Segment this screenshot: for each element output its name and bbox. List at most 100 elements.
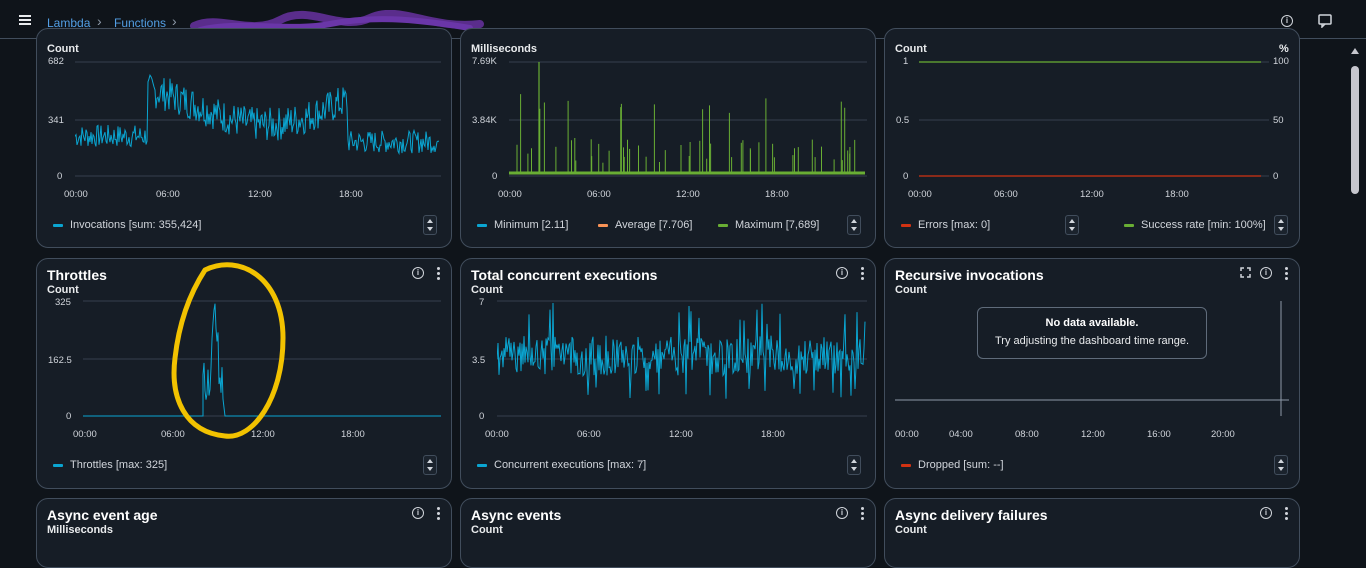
legend-swatch (477, 463, 487, 467)
breadcrumb-functions[interactable]: Functions (114, 16, 167, 30)
legend-scroll-stepper[interactable] (423, 455, 437, 475)
legend-scroll-stepper[interactable] (423, 215, 437, 235)
info-icon[interactable]: i (412, 507, 424, 519)
legend-swatch (598, 223, 608, 227)
widget-title: Async event age (47, 507, 158, 523)
y-tick: 0.5 (896, 115, 910, 126)
legend-scroll-stepper[interactable] (1274, 215, 1288, 235)
recursive-invocations-chart (895, 301, 1289, 416)
legend-scroll-stepper[interactable] (847, 455, 861, 475)
expand-icon[interactable] (1240, 267, 1251, 278)
legend-item[interactable]: Minimum [2.11] (477, 219, 568, 231)
more-actions-icon[interactable] (861, 267, 864, 282)
x-tick: 12:00 (1081, 429, 1105, 440)
legend-item[interactable]: Maximum [7,689] (718, 219, 819, 231)
legend-item[interactable]: Errors [max: 0] (901, 219, 990, 231)
x-tick: 18:00 (761, 429, 785, 440)
redaction-scribble (190, 10, 484, 33)
y-axis-unit: Count (471, 524, 503, 536)
legend-label: Concurrent executions [max: 7] (494, 459, 647, 471)
errors-widget: Count % 1 0.5 0 100 50 0 00:00 06:00 12:… (884, 28, 1300, 248)
scrollbar-thumb[interactable] (1351, 66, 1359, 194)
scroll-up-icon[interactable] (1351, 48, 1359, 54)
legend-item[interactable]: Throttles [max: 325] (53, 459, 167, 471)
info-icon[interactable]: i (1281, 15, 1293, 27)
legend-label: Average [7.706] (615, 219, 693, 231)
x-tick: 06:00 (161, 429, 185, 440)
legend-scroll-stepper[interactable] (847, 215, 861, 235)
legend-item[interactable]: Success rate [min: 100%] (1124, 219, 1266, 231)
legend-label: Minimum [2.11] (494, 219, 569, 231)
x-tick: 18:00 (765, 189, 789, 200)
x-tick: 00:00 (895, 429, 919, 440)
widget-title: Throttles (47, 267, 107, 283)
legend-item[interactable]: Invocations [sum: 355,424] (53, 219, 201, 231)
x-tick: 12:00 (251, 429, 275, 440)
x-tick: 00:00 (485, 429, 509, 440)
x-tick: 20:00 (1211, 429, 1235, 440)
legend-scroll-stepper[interactable] (1274, 455, 1288, 475)
x-tick: 00:00 (64, 189, 88, 200)
legend-label: Success rate [min: 100%] (1141, 219, 1266, 231)
no-data-title: No data available. (1045, 317, 1139, 329)
x-tick: 12:00 (248, 189, 272, 200)
concurrent-executions-chart (497, 300, 867, 417)
no-data-message: No data available. Try adjusting the das… (977, 307, 1207, 359)
info-icon[interactable]: i (1260, 507, 1272, 519)
legend-swatch (477, 223, 487, 227)
more-actions-icon[interactable] (1285, 267, 1288, 282)
legend-label: Errors [max: 0] (918, 219, 991, 231)
y-tick-right: 0 (1273, 171, 1279, 182)
page-scrollbar[interactable] (1348, 40, 1362, 542)
x-tick: 04:00 (949, 429, 973, 440)
y-tick: 7 (479, 297, 485, 308)
y-axis-unit: Count (47, 284, 79, 296)
legend-label: Throttles [max: 325] (70, 459, 168, 471)
widget-title: Async delivery failures (895, 507, 1048, 523)
y-axis-unit: Count (895, 43, 927, 55)
y-tick: 0 (57, 171, 63, 182)
more-actions-icon[interactable] (437, 267, 440, 282)
y-axis-unit: Count (471, 284, 503, 296)
legend-item[interactable]: Dropped [sum: --] (901, 459, 1004, 471)
info-icon[interactable]: i (412, 267, 424, 279)
y-tick: 162.5 (48, 355, 72, 366)
feedback-icon[interactable] (1318, 14, 1332, 28)
breadcrumb-separator-icon: › (97, 13, 102, 29)
legend-swatch (53, 463, 63, 467)
y-tick: 682 (48, 56, 64, 67)
breadcrumb-lambda[interactable]: Lambda (47, 16, 91, 30)
legend-item[interactable]: Concurrent executions [max: 7] (477, 459, 646, 471)
invocations-chart (75, 61, 441, 177)
legend-swatch (901, 223, 911, 227)
x-tick: 00:00 (908, 189, 932, 200)
legend-scroll-stepper[interactable] (1065, 215, 1079, 235)
legend-swatch (718, 223, 728, 227)
y-tick: 325 (55, 297, 71, 308)
more-actions-icon[interactable] (437, 507, 440, 522)
menu-icon[interactable] (19, 15, 31, 27)
more-actions-icon[interactable] (1285, 507, 1288, 522)
legend-item[interactable]: Average [7.706] (598, 219, 692, 231)
no-data-text: Try adjusting the dashboard time range. (994, 335, 1190, 347)
x-tick: 12:00 (676, 189, 700, 200)
legend-label: Maximum [7,689] (735, 219, 820, 231)
x-tick: 12:00 (1080, 189, 1104, 200)
info-icon[interactable]: i (1260, 267, 1272, 279)
y-axis-unit-right: % (1279, 43, 1289, 55)
recursive-invocations-widget: Recursive invocations i Count No data av… (884, 258, 1300, 489)
y-tick: 0 (492, 171, 498, 182)
y-axis-unit: Count (895, 284, 927, 296)
y-tick-right: 100 (1273, 56, 1289, 67)
info-icon[interactable]: i (836, 507, 848, 519)
more-actions-icon[interactable] (861, 507, 864, 522)
legend-swatch (1124, 223, 1134, 227)
y-tick: 0 (66, 411, 72, 422)
info-icon[interactable]: i (836, 267, 848, 279)
widget-title: Async events (471, 507, 562, 523)
x-tick: 06:00 (587, 189, 611, 200)
y-axis-unit: Milliseconds (471, 43, 538, 55)
x-tick: 16:00 (1147, 429, 1171, 440)
y-tick: 3.5 (472, 355, 486, 366)
x-tick: 18:00 (1165, 189, 1189, 200)
